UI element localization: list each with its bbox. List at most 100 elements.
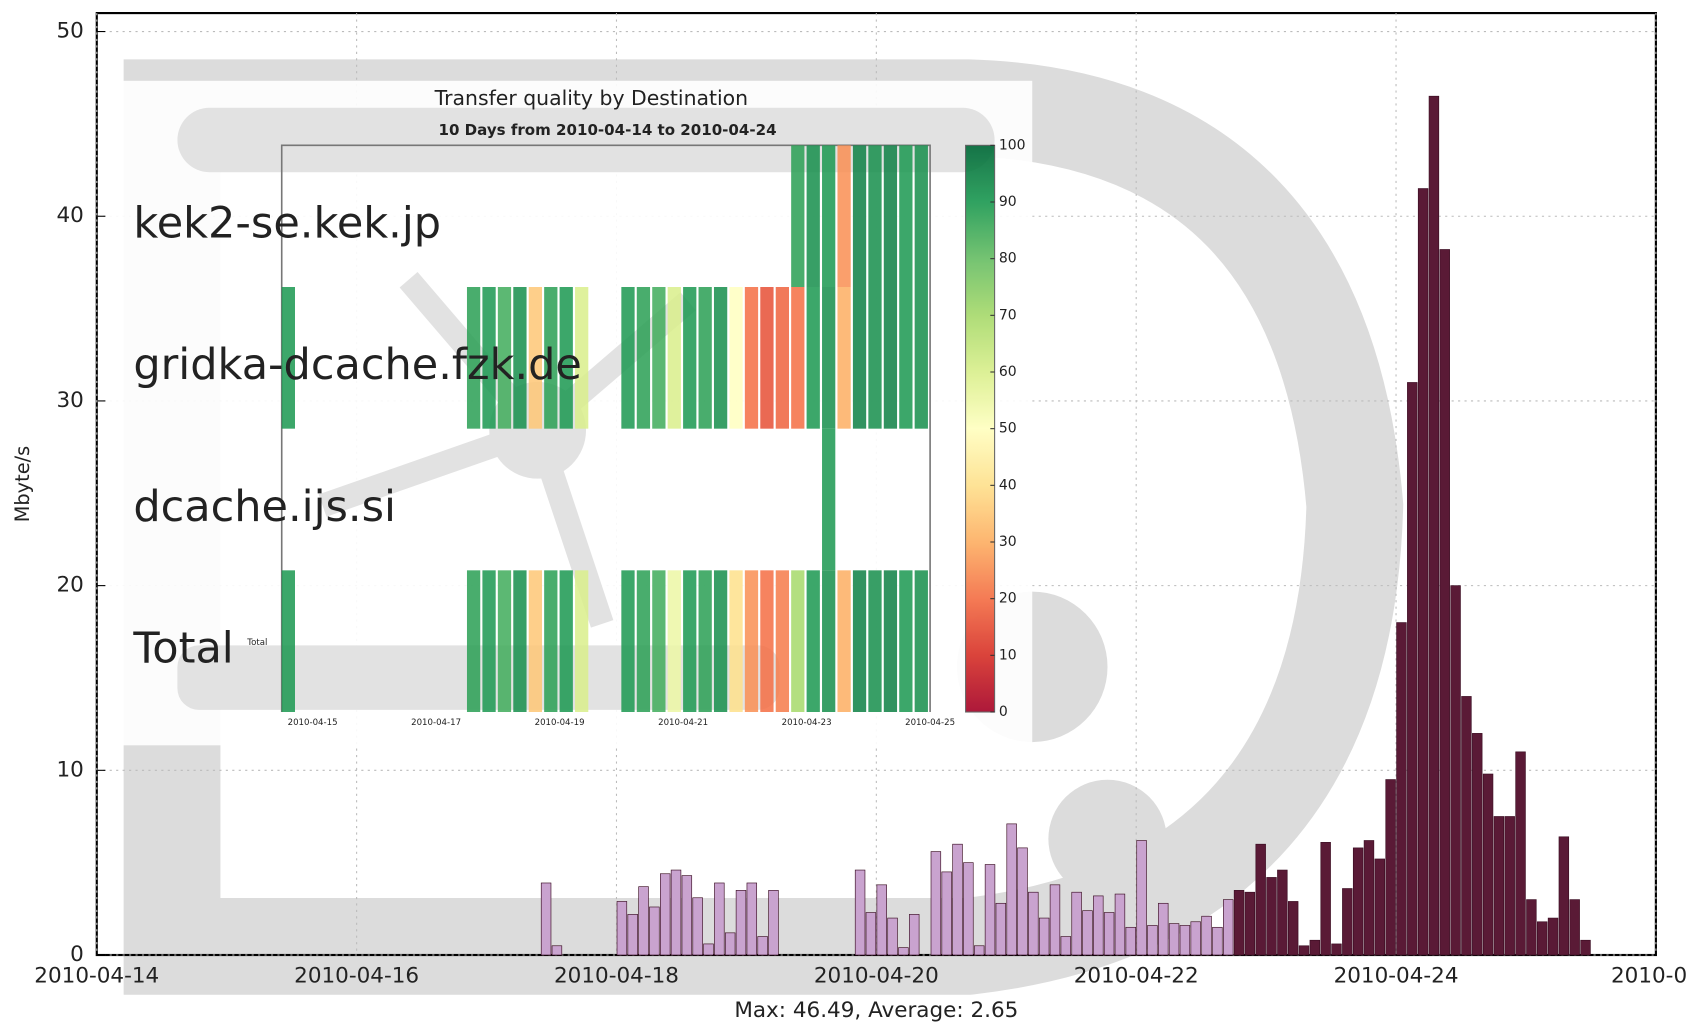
bar [985, 865, 995, 955]
bar [1267, 877, 1277, 955]
bar [1126, 927, 1136, 955]
bar [541, 883, 551, 955]
heat-cell [837, 145, 850, 287]
heat-cell [699, 570, 712, 712]
heat-cell [884, 570, 897, 712]
colorbar-tick-label: 40 [999, 477, 1017, 493]
colorbar-tick-label: 80 [999, 251, 1017, 267]
bar [1093, 896, 1103, 955]
bar [628, 914, 638, 955]
heat-cell [822, 287, 835, 429]
heat-cell [575, 570, 588, 712]
bar [899, 948, 909, 955]
bar [1462, 696, 1472, 955]
bar [996, 903, 1006, 955]
y-tick-label: 20 [57, 573, 84, 598]
colorbar-tick-label: 100 [999, 137, 1026, 153]
heat-cell [868, 570, 881, 712]
y-tick-label: 50 [57, 19, 84, 44]
heat-cell [837, 570, 850, 712]
bar [1202, 916, 1212, 955]
bar [909, 914, 919, 955]
y-axis-label: Mbyte/s [11, 446, 34, 522]
y-tick-label: 10 [57, 757, 84, 782]
heat-cell [729, 287, 742, 429]
row-label-small: Total [246, 638, 267, 648]
colorbar-tick-label: 30 [999, 534, 1017, 550]
bar [650, 907, 660, 955]
heat-cell [637, 570, 650, 712]
heat-cell [837, 287, 850, 429]
bar [1321, 842, 1331, 955]
x-tick-label: 2010-04-20 [814, 964, 939, 989]
colorbar [966, 145, 995, 712]
bar [1570, 900, 1580, 955]
bar [942, 872, 952, 955]
bar [1537, 922, 1547, 955]
x-tick-label: 2010-04-14 [34, 964, 159, 989]
x-tick-label: 2010-04-16 [294, 964, 419, 989]
heat-cell [699, 287, 712, 429]
colorbar-tick-label: 70 [999, 307, 1017, 323]
inset-x-tick-label: 2010-04-17 [411, 718, 461, 728]
heat-cell [822, 145, 835, 287]
bar [1407, 382, 1417, 955]
bar [671, 870, 681, 955]
bar [1148, 925, 1158, 955]
x-tick-label: 2010-04-24 [1334, 964, 1459, 989]
bar [1223, 900, 1233, 955]
heat-cell [915, 145, 928, 287]
colorbar-tick-label: 0 [999, 704, 1008, 720]
bar [1472, 733, 1482, 955]
bar [1332, 944, 1342, 955]
bar [1451, 586, 1461, 955]
colorbar-tick-label: 20 [999, 591, 1017, 607]
bar [1137, 840, 1147, 955]
bar [1342, 889, 1352, 955]
heat-cell [776, 287, 789, 429]
heat-cell [807, 287, 820, 429]
heat-cell [853, 145, 866, 287]
heat-cell [868, 287, 881, 429]
bar [1299, 946, 1309, 955]
bar [953, 844, 963, 955]
bar [1234, 890, 1244, 955]
x-tick-label: 2010-04 [1611, 964, 1686, 989]
bar [1581, 940, 1591, 955]
bar [639, 887, 649, 955]
inset-subtitle: 10 Days from 2010-04-14 to 2010-04-24 [438, 121, 776, 139]
row-label: gridka-dcache.fzk.de [133, 340, 582, 390]
colorbar-tick-label: 50 [999, 421, 1017, 437]
inset-x-tick-label: 2010-04-23 [782, 718, 832, 728]
heat-cell [776, 570, 789, 712]
footer-label: Max: 46.49, Average: 2.65 [734, 998, 1018, 1023]
bar [1277, 870, 1287, 955]
inset-x-tick-label: 2010-04-19 [535, 718, 585, 728]
bar [1050, 885, 1060, 955]
bar [552, 946, 562, 955]
heat-cell [668, 570, 681, 712]
bar [617, 901, 627, 955]
bar [1072, 892, 1082, 955]
heat-cell [915, 287, 928, 429]
bar [1375, 859, 1385, 955]
bar [1245, 892, 1255, 955]
bar [1364, 840, 1374, 955]
heat-cell [884, 145, 897, 287]
bar [758, 937, 768, 955]
heat-cell [714, 287, 727, 429]
heat-cell [513, 570, 526, 712]
heat-cell [791, 287, 804, 429]
heat-cell [822, 570, 835, 712]
bar [877, 885, 887, 955]
row-label: dcache.ijs.si [133, 482, 396, 532]
bar [1559, 837, 1569, 955]
heat-cell [899, 287, 912, 429]
heat-cell [560, 570, 573, 712]
heat-cell [467, 570, 480, 712]
row-label: Total [132, 623, 233, 673]
bar [1256, 844, 1266, 955]
bar [704, 944, 714, 955]
colorbar-tick-label: 90 [999, 194, 1017, 210]
heat-cell [621, 570, 634, 712]
